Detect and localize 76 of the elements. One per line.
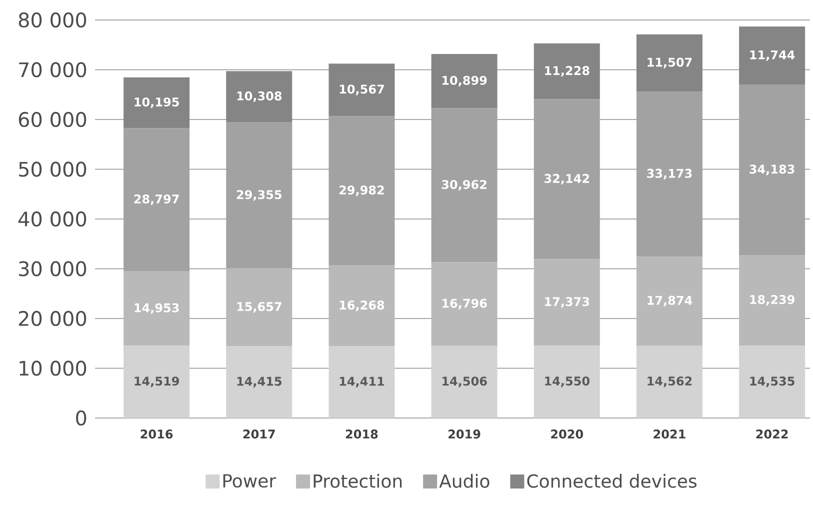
bar [534,259,600,346]
data-label: 14,506 [442,376,487,388]
bar [328,346,395,418]
bar [124,346,190,418]
data-label: 14,411 [340,376,384,388]
data-label: 11,507 [648,58,692,68]
bar [636,34,702,92]
data-label: 11,228 [545,66,590,77]
legend-label: Connected devices [527,474,696,488]
bar [124,128,190,272]
data-label: 14,535 [750,376,794,388]
bar [431,346,498,418]
data-label: 17,874 [648,296,692,306]
data-label: 10,195 [134,97,179,108]
y-tick-label: 40 000 [18,211,86,227]
data-label: 11,744 [750,50,795,61]
data-label: 10,308 [237,91,282,102]
data-label: 14,953 [134,303,179,314]
data-label: 14,562 [648,376,692,388]
bar [124,271,190,346]
bar [226,71,292,122]
y-tick-label: 70 000 [19,62,86,78]
data-label: 16,268 [340,300,384,312]
data-label: 32,142 [544,174,590,185]
bar [636,346,702,418]
bar [226,268,292,346]
x-tick-label: 2020 [551,430,584,439]
bar [328,64,395,116]
data-label: 14,519 [134,376,179,388]
data-label: 10,899 [442,76,487,86]
bar [739,346,806,418]
x-tick-label: 2022 [756,430,788,439]
bar [636,92,702,257]
data-label: 17,373 [545,297,590,308]
data-label: 10,567 [340,84,384,96]
bar [431,54,498,108]
legend-label: Protection [314,474,402,488]
bar [328,265,395,346]
y-tick-label: 60 000 [18,112,86,128]
bar [534,99,600,260]
bar [534,346,600,418]
bar [739,84,806,255]
data-label: 30,962 [442,180,486,191]
x-tick-label: 2019 [448,430,480,439]
data-label: 14,550 [545,376,590,388]
data-label: 34,183 [750,164,794,176]
bar [226,346,292,418]
data-label: 29,355 [236,190,282,201]
bar [124,77,190,128]
x-tick-label: 2016 [140,430,173,439]
bar [534,43,600,100]
y-tick-label: 20 000 [18,310,86,326]
y-tick-label: 50 000 [19,162,86,177]
x-tick-label: 2021 [654,430,686,439]
x-tick-label: 2018 [346,430,378,439]
bar [226,122,292,268]
bar [328,116,395,266]
data-label: 18,239 [750,295,794,306]
y-tick-label: 30 000 [19,261,86,276]
y-tick-label: 10 000 [20,360,86,376]
data-label: 15,657 [237,302,282,313]
y-tick-label: 0 [76,410,86,426]
data-label: 29,982 [340,185,384,196]
bar [431,262,498,346]
x-tick-label: 2017 [243,430,275,439]
data-label: 28,797 [134,194,179,206]
bar [739,26,806,85]
legend-label: Power [223,474,276,488]
bar [636,256,702,346]
data-label: 14,415 [237,376,282,388]
bar [431,108,498,262]
y-tick-label: 80 000 [18,12,86,28]
legend-label: Audio [439,474,490,488]
data-label: 16,796 [442,298,487,310]
bar [739,254,806,346]
data-label: 33,173 [647,168,692,180]
